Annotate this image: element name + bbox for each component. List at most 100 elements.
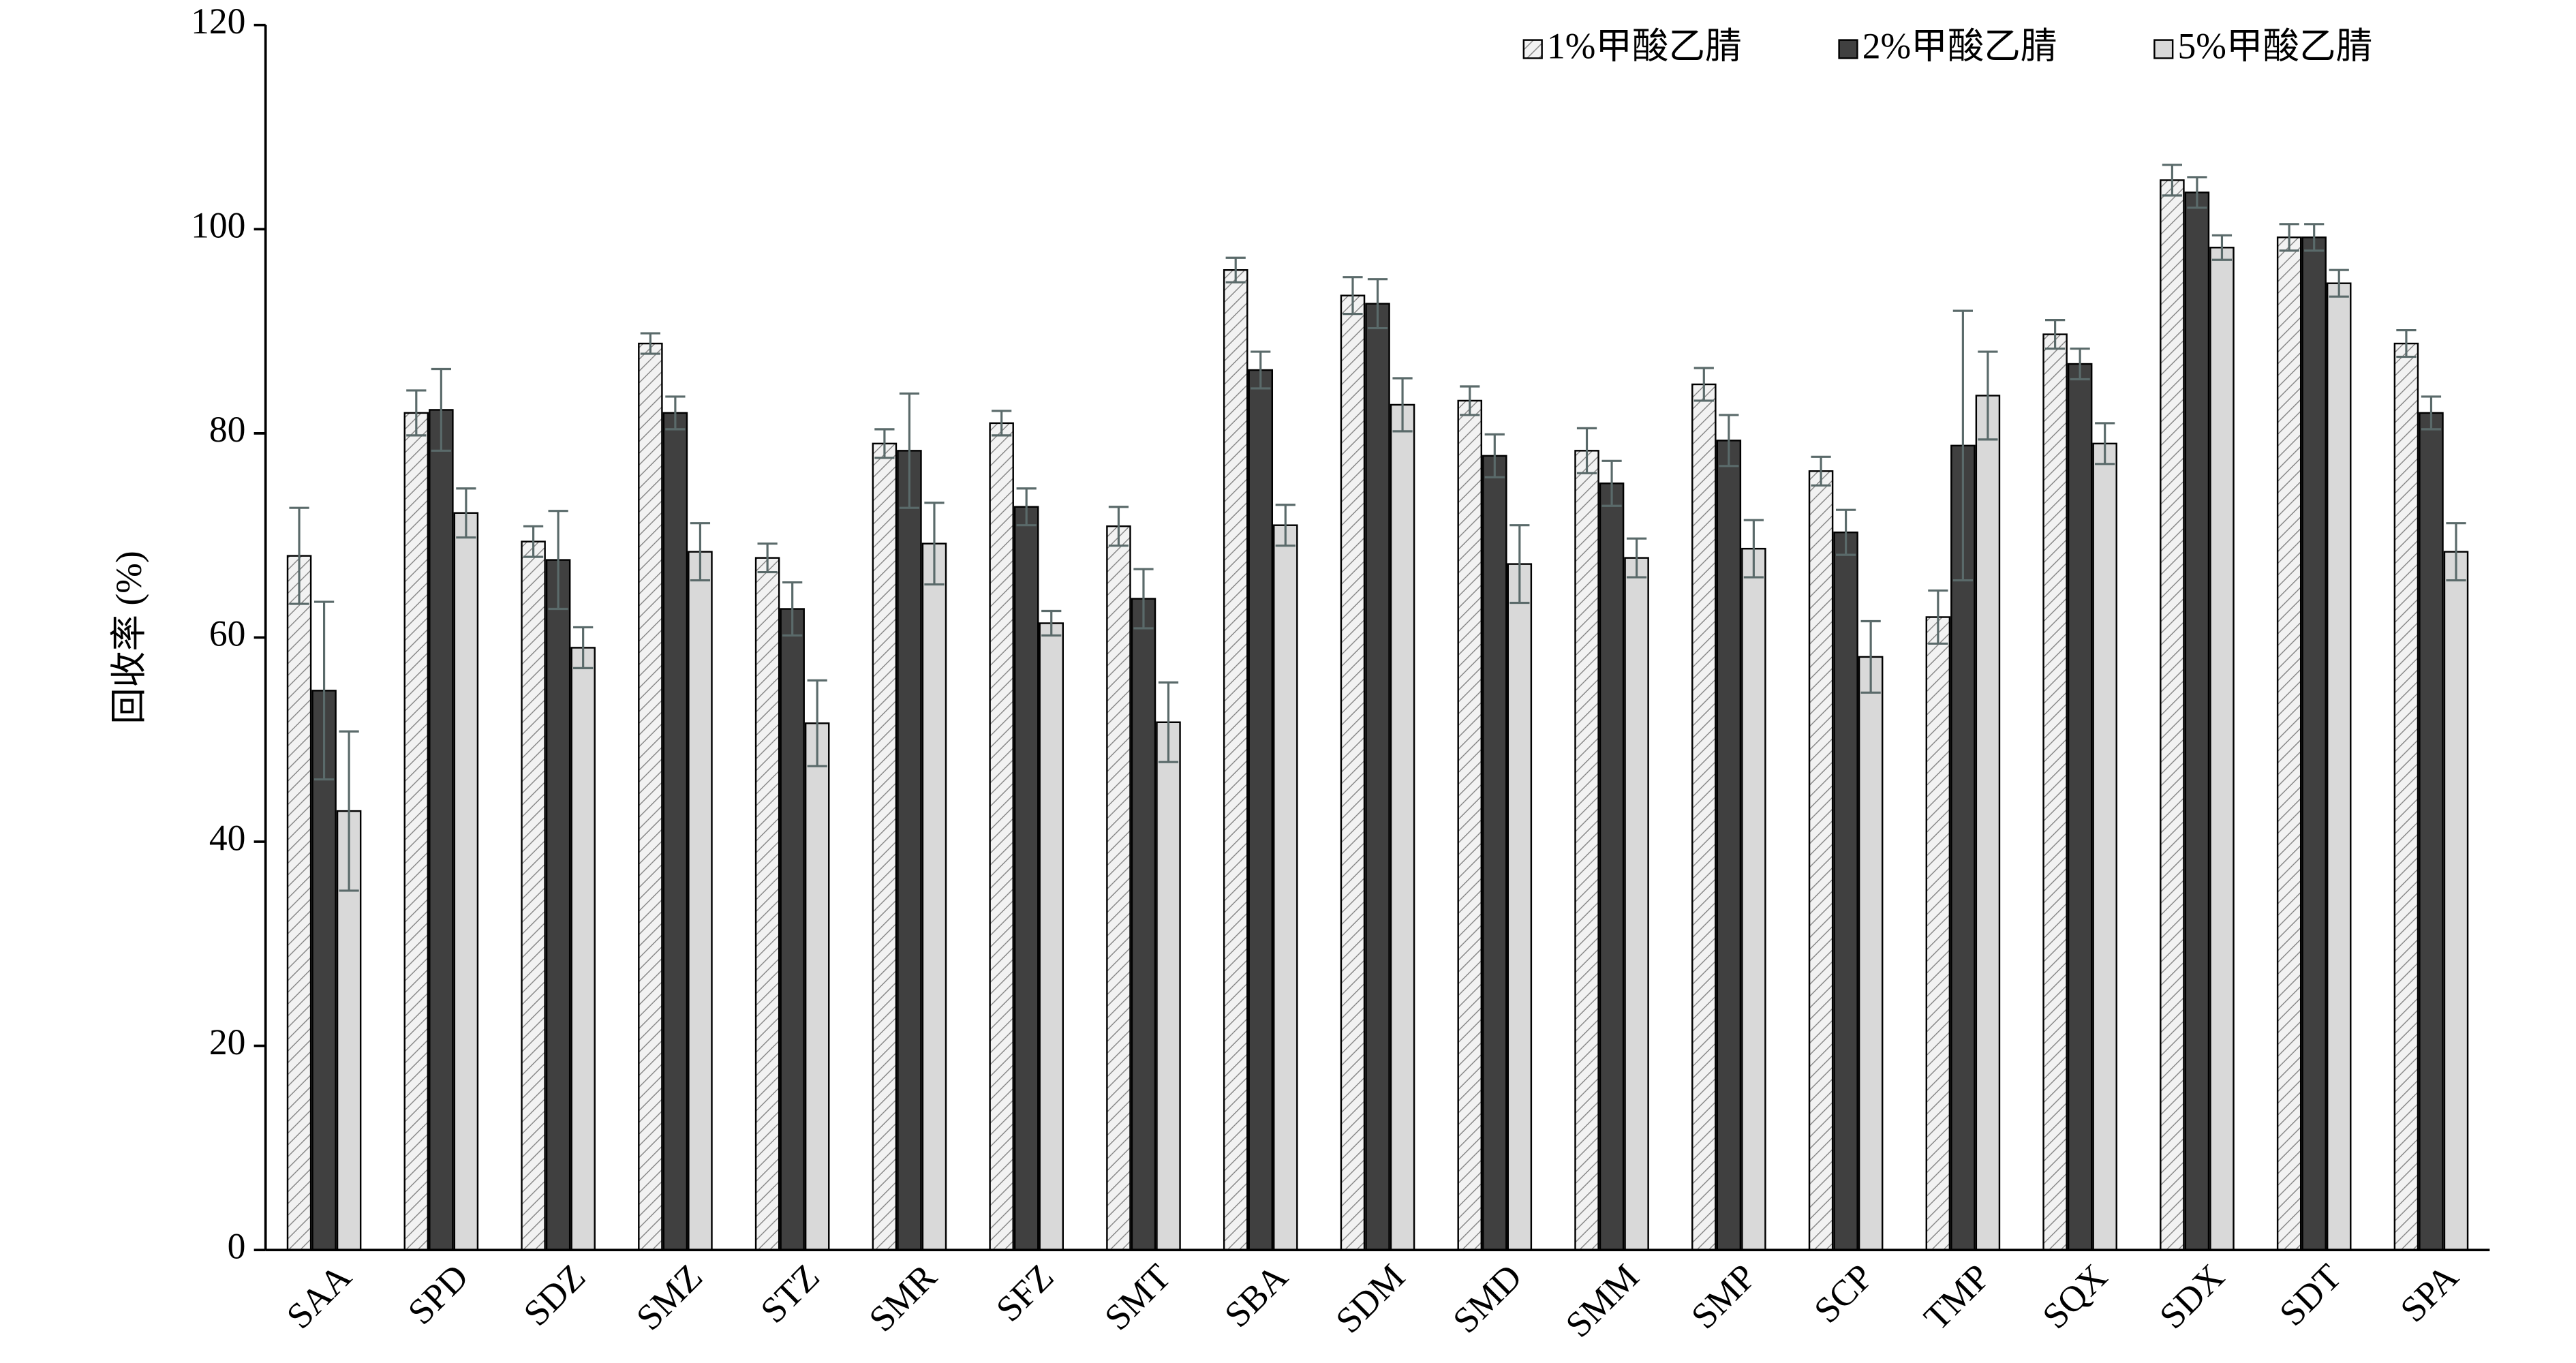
error-bar <box>1016 487 1037 527</box>
bar <box>1039 622 1064 1251</box>
legend-swatch <box>1838 39 1858 59</box>
error-bar <box>874 428 895 459</box>
error-bar <box>1251 350 1271 390</box>
bar <box>2042 333 2068 1251</box>
bar <box>1248 369 1274 1251</box>
bar <box>780 608 805 1251</box>
bar <box>1507 563 1533 1251</box>
bar <box>2301 236 2327 1251</box>
error-bar <box>924 502 945 586</box>
legend-label: 2%甲酸乙腈 <box>1862 26 2057 67</box>
bar <box>2393 342 2419 1251</box>
bar <box>453 512 479 1251</box>
error-bar <box>2396 329 2417 358</box>
error-bar <box>523 525 544 558</box>
error-bar <box>1952 309 1973 582</box>
error-bar <box>1811 455 1831 487</box>
error-bar <box>1743 519 1764 579</box>
error-bar <box>431 367 451 452</box>
bar <box>2067 363 2093 1251</box>
bar <box>1741 547 1766 1251</box>
bar <box>2276 236 2302 1251</box>
error-bar <box>548 510 568 611</box>
bar <box>1457 399 1483 1251</box>
legend-swatch <box>2153 39 2174 59</box>
error-bar <box>1392 377 1413 433</box>
x-tick-label: SCP <box>1806 1256 1881 1331</box>
bar <box>545 559 571 1251</box>
bar <box>989 422 1014 1251</box>
error-bar <box>1835 508 1856 556</box>
error-bar <box>2162 164 2183 197</box>
bar <box>521 540 546 1251</box>
x-tick-label: SDZ <box>515 1256 593 1334</box>
error-bar <box>2421 395 2442 431</box>
y-tick-label: 80 <box>209 409 246 450</box>
bar <box>1273 524 1298 1251</box>
y-tick-label: 120 <box>191 1 245 42</box>
bar <box>2184 192 2210 1251</box>
error-bar <box>1460 385 1480 416</box>
bar <box>638 342 663 1251</box>
bar <box>662 412 688 1251</box>
error-bar <box>1367 278 1388 330</box>
error-bar <box>2329 269 2349 298</box>
bar <box>1340 294 1366 1251</box>
error-bar <box>313 600 335 781</box>
error-bar <box>1225 256 1246 284</box>
x-tick-label: SMD <box>1445 1256 1530 1341</box>
x-tick-label: SAA <box>279 1256 359 1336</box>
x-tick-label: SDM <box>1328 1256 1413 1341</box>
bar <box>1156 721 1181 1251</box>
bar <box>1482 455 1507 1251</box>
bar <box>921 542 947 1251</box>
x-tick-label: SMR <box>861 1256 945 1340</box>
error-bar <box>2095 422 2115 465</box>
y-axis-label: 回收率 (%) <box>108 551 149 724</box>
bar <box>1691 383 1717 1251</box>
bar <box>1858 656 1884 1251</box>
x-tick-label: SQX <box>2034 1256 2115 1336</box>
error-bar <box>992 410 1012 437</box>
bar <box>1833 531 1858 1251</box>
error-bar <box>2304 223 2325 252</box>
bar <box>804 722 830 1251</box>
bar <box>754 557 780 1251</box>
x-tick-label: SDX <box>2151 1256 2232 1336</box>
x-tick-label: SMM <box>1557 1256 1646 1345</box>
error-bar <box>1860 619 1881 694</box>
error-bar <box>690 522 711 582</box>
bar <box>1365 303 1390 1251</box>
error-bar <box>1484 433 1505 478</box>
error-bar <box>406 389 427 437</box>
error-bar <box>1275 504 1295 547</box>
error-bar <box>757 542 778 574</box>
x-tick-label: SDT <box>2271 1256 2349 1334</box>
error-bar <box>640 332 660 355</box>
bar <box>2160 179 2185 1251</box>
error-bar <box>1108 506 1129 547</box>
error-bar <box>899 392 920 509</box>
y-tick-label: 20 <box>209 1022 246 1062</box>
bar <box>429 409 454 1251</box>
bar <box>1975 395 2001 1251</box>
error-bar <box>807 679 827 767</box>
x-tick-label: SMT <box>1097 1256 1178 1338</box>
bar <box>1390 403 1415 1251</box>
error-bar <box>573 626 594 669</box>
y-tick-label: 60 <box>209 613 246 654</box>
legend-label: 1%甲酸乙腈 <box>1547 26 1742 67</box>
error-bar <box>782 581 803 637</box>
bar <box>1808 470 1834 1251</box>
y-tick-label: 0 <box>228 1225 246 1266</box>
error-bar <box>2211 234 2233 261</box>
bar <box>2326 282 2352 1251</box>
legend-label: 5%甲酸乙腈 <box>2177 26 2372 67</box>
error-bar <box>1693 367 1714 402</box>
bar <box>403 412 429 1251</box>
error-bar <box>2446 522 2466 582</box>
bar <box>286 555 312 1251</box>
error-bar <box>2279 223 2299 252</box>
error-bar <box>1928 589 1948 645</box>
